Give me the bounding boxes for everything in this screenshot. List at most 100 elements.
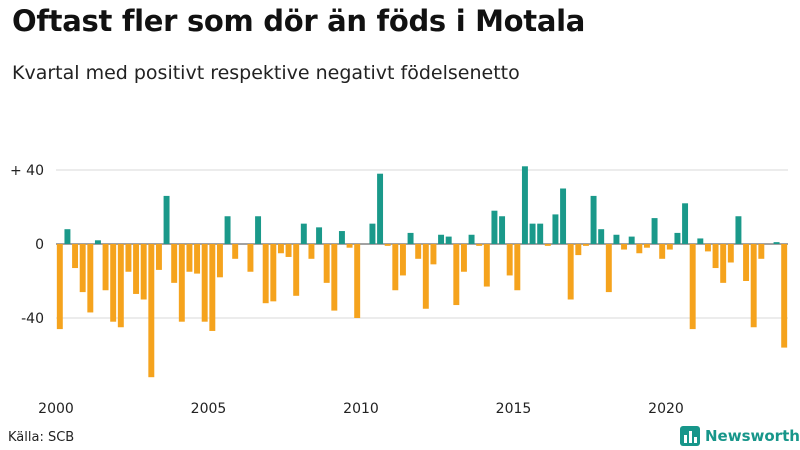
bar-2008Q1 xyxy=(300,223,307,244)
bar-2015Q4 xyxy=(537,223,544,244)
bar-2009Q3 xyxy=(346,244,353,248)
bar-2013Q1 xyxy=(453,244,460,306)
bar-2011Q4 xyxy=(415,244,422,259)
bar-2007Q1 xyxy=(270,244,277,302)
bar-2005Q1 xyxy=(209,244,216,331)
bar-2023Q1 xyxy=(758,244,765,259)
bar-2004Q4 xyxy=(201,244,208,322)
bar-2023Q3 xyxy=(773,242,780,244)
bar-2012Q3 xyxy=(438,234,445,244)
bar-2014Q2 xyxy=(491,210,498,244)
bar-2023Q4 xyxy=(781,244,788,348)
bar-2007Q4 xyxy=(293,244,300,296)
bar-2004Q1 xyxy=(178,244,185,322)
bar-2017Q3 xyxy=(590,195,597,244)
gridlines xyxy=(56,169,788,319)
bar-2014Q3 xyxy=(499,216,506,244)
bar-2013Q2 xyxy=(460,244,467,272)
bar-2018Q1 xyxy=(605,244,612,293)
bar-2009Q1 xyxy=(331,244,338,311)
bar-2018Q4 xyxy=(628,236,635,244)
bar-2009Q4 xyxy=(354,244,361,318)
bar-2015Q3 xyxy=(529,223,536,244)
y-tick-label: -40 xyxy=(21,311,44,327)
bar-2016Q4 xyxy=(567,244,574,300)
bar-2005Q2 xyxy=(216,244,223,278)
bar-2016Q2 xyxy=(552,214,559,244)
x-tick-label: 2005 xyxy=(191,401,227,417)
y-tick-label: + 40 xyxy=(10,163,44,179)
bar-2019Q3 xyxy=(651,218,658,244)
bar-2015Q1 xyxy=(514,244,521,291)
bar-2019Q4 xyxy=(659,244,666,259)
bar-2012Q2 xyxy=(430,244,437,265)
bar-2000Q2 xyxy=(64,229,71,244)
bar-2003Q4 xyxy=(171,244,178,283)
bar-2022Q4 xyxy=(750,244,757,328)
bar-2018Q3 xyxy=(621,244,628,250)
bar-2006Q4 xyxy=(262,244,269,304)
bar-2013Q3 xyxy=(468,234,475,244)
bars xyxy=(56,166,788,378)
bar-2011Q1 xyxy=(392,244,399,291)
bar-2002Q2 xyxy=(125,244,132,272)
bar-2021Q2 xyxy=(704,244,711,252)
bar-2012Q1 xyxy=(422,244,429,309)
bar-2010Q3 xyxy=(377,173,384,244)
x-tick-label: 2000 xyxy=(38,401,74,417)
bar-2017Q2 xyxy=(582,244,589,246)
bar-2017Q4 xyxy=(598,229,605,244)
bar-2001Q2 xyxy=(94,240,101,244)
bar-2004Q3 xyxy=(194,244,201,274)
bar-2022Q2 xyxy=(735,216,742,244)
bar-2006Q2 xyxy=(247,244,254,272)
x-tick-label: 2020 xyxy=(648,401,684,417)
bar-2003Q1 xyxy=(148,244,155,378)
y-tick-label: 0 xyxy=(35,237,44,253)
brand-name: Newsworthy xyxy=(705,427,800,445)
bar-2013Q4 xyxy=(476,244,483,246)
bar-2019Q2 xyxy=(643,244,650,248)
bar-2015Q2 xyxy=(521,166,528,244)
bar-2004Q2 xyxy=(186,244,193,272)
bar-2008Q3 xyxy=(316,227,323,244)
bar-2002Q4 xyxy=(140,244,147,300)
bar-chart-icon xyxy=(680,426,700,446)
bar-2012Q4 xyxy=(445,236,452,244)
bar-2021Q4 xyxy=(720,244,727,283)
bar-2014Q4 xyxy=(506,244,513,276)
bar-2022Q1 xyxy=(727,244,734,263)
bar-2002Q3 xyxy=(133,244,140,294)
bar-2020Q1 xyxy=(666,244,673,250)
bar-2000Q4 xyxy=(79,244,86,293)
bar-2021Q3 xyxy=(712,244,719,269)
bar-2018Q2 xyxy=(613,234,620,244)
bar-2001Q3 xyxy=(102,244,109,291)
bar-chart: + 40 0 -40 2000 2005 2010 2015 2020 xyxy=(10,163,788,417)
bar-2005Q4 xyxy=(232,244,239,259)
chart-subtitle: Kvartal med positivt respektive negativt… xyxy=(12,62,520,84)
bar-2020Q2 xyxy=(674,232,681,244)
bar-2009Q2 xyxy=(338,231,345,244)
bar-2003Q2 xyxy=(155,244,162,270)
bar-2001Q4 xyxy=(110,244,117,322)
bar-2010Q2 xyxy=(369,223,376,244)
bar-2000Q1 xyxy=(56,244,63,330)
bar-2010Q4 xyxy=(384,244,391,246)
bar-2006Q3 xyxy=(255,216,262,244)
bar-2016Q3 xyxy=(560,188,567,244)
bar-2000Q3 xyxy=(72,244,79,269)
bar-2005Q3 xyxy=(224,216,231,244)
x-tick-label: 2010 xyxy=(343,401,379,417)
source-note: Källa: SCB xyxy=(8,430,75,445)
bar-2016Q1 xyxy=(544,244,551,246)
newsworthy-logo[interactable]: Newsworthy xyxy=(680,426,800,446)
x-tick-label: 2015 xyxy=(496,401,532,417)
bar-2011Q3 xyxy=(407,232,414,244)
bar-2017Q1 xyxy=(575,244,582,256)
bar-2003Q3 xyxy=(163,195,170,244)
axes: + 40 0 -40 2000 2005 2010 2015 2020 xyxy=(10,163,684,417)
bar-2001Q1 xyxy=(87,244,94,313)
bar-2011Q2 xyxy=(399,244,406,276)
bar-2007Q3 xyxy=(285,244,292,257)
